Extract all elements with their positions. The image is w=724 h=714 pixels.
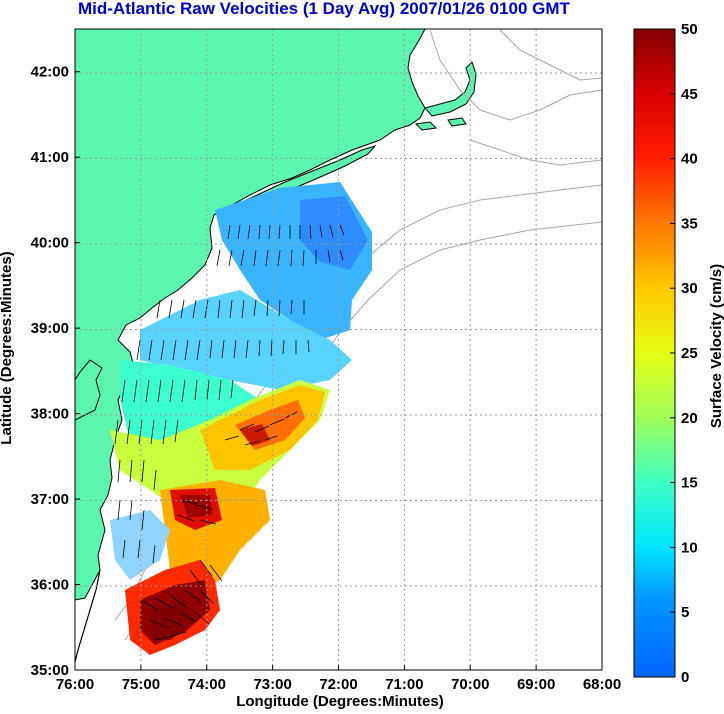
x-tick-label: 72:00 [319, 676, 357, 693]
y-tick-label: 39:00 [31, 320, 69, 337]
y-tick-label: 40:00 [31, 235, 69, 252]
map-title: Mid-Atlantic Raw Velocities (1 Day Avg) … [0, 0, 724, 26]
map-grid [75, 29, 602, 670]
x-tick-label: 76:00 [56, 676, 94, 693]
colorbar-tick-label: 0 [681, 669, 689, 686]
x-tick-label: 73:00 [253, 676, 291, 693]
x-tick-label: 70:00 [451, 676, 489, 693]
colorbar [633, 28, 676, 678]
colorbar-tick-label: 25 [681, 345, 698, 362]
land-islands [414, 117, 467, 131]
x-axis-ticks: 76:00 75:00 74:00 73:00 72:00 71:00 70:00 69:00… [56, 665, 621, 693]
colorbar-tick-label: 15 [681, 475, 698, 492]
colorbar-tick-label: 30 [681, 280, 698, 297]
y-tick-label: 35:00 [31, 662, 69, 679]
land-cape-cod [424, 61, 477, 117]
x-tick-label: 74:00 [188, 676, 226, 693]
x-tick-label: 69:00 [517, 676, 555, 693]
x-tick-label: 71:00 [385, 676, 423, 693]
y-axis-ticks: 42:00 41:00 40:00 39:00 38:00 37:00 36:00 35:00 [31, 64, 80, 679]
colorbar-tick-label: 10 [681, 539, 698, 556]
colorbar-tick-label: 50 [681, 21, 698, 38]
colorbar-tick-label: 40 [681, 151, 698, 168]
y-tick-label: 42:00 [31, 64, 69, 81]
colorbar-label: Surface Velocity (cm/s) [708, 263, 724, 429]
colorbar-tick-label: 5 [681, 604, 689, 621]
velocity-field [110, 182, 372, 655]
x-tick-label: 68:00 [583, 676, 621, 693]
y-tick-label: 36:00 [31, 577, 69, 594]
land-delmarva [75, 359, 103, 421]
x-axis-label: Longitude (Degrees:Minutes) [236, 693, 444, 710]
y-tick-label: 38:00 [31, 406, 69, 423]
x-tick-label: 75:00 [122, 676, 160, 693]
colorbar-tick-label: 45 [681, 86, 698, 103]
y-axis-label: Latitude (Degrees:Minutes) [0, 251, 15, 445]
colorbar-tick-label: 20 [681, 410, 698, 427]
y-tick-label: 37:00 [31, 491, 69, 508]
land-outer-banks [75, 569, 101, 663]
colorbar-tick-label: 35 [681, 215, 698, 232]
y-tick-label: 41:00 [31, 149, 69, 166]
map-title-text: Mid-Atlantic Raw Velocities (1 Day Avg) … [78, 0, 570, 18]
